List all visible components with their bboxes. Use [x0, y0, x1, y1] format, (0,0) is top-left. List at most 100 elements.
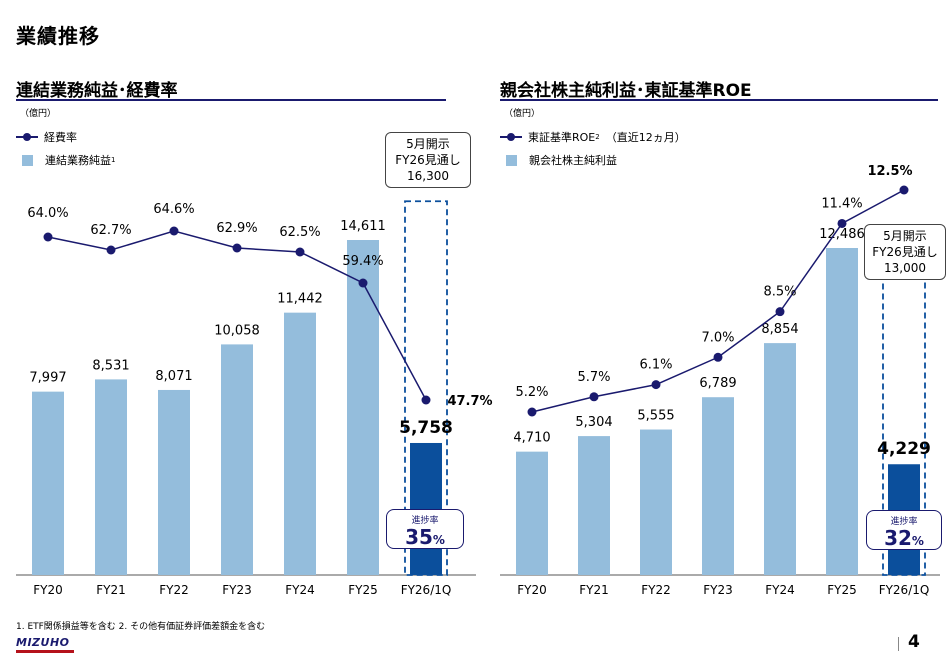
right-progress-label: 進捗率 — [890, 517, 918, 527]
right-bar-label-FY21: 5,304 — [575, 415, 612, 430]
left-bar-label-FY20: 7,997 — [29, 371, 66, 386]
right-line-point-FY24 — [775, 307, 785, 317]
right-line-point-FY26/1Q — [899, 185, 909, 195]
right-category-FY22: FY22 — [641, 583, 671, 597]
left-line-point-FY26/1Q — [421, 395, 431, 405]
right-bar-label-FY20: 4,710 — [513, 431, 550, 446]
right-forecast-callout: 5月開示 FY26見通し 13,000 — [864, 224, 946, 280]
right-callout-line-2: FY26見通し — [872, 245, 938, 259]
right-legend-line: 東証基準ROE 2 （直近12ヵ月） — [500, 129, 686, 145]
mizuho-logo: MIZUHO — [16, 636, 70, 649]
right-bar-label-FY22: 5,555 — [637, 409, 674, 424]
right-bar-label-FY25: 12,486 — [819, 227, 865, 242]
right-line-label-FY23: 7.0% — [701, 330, 734, 345]
left-unit-label: （億円） — [20, 109, 57, 119]
left-bar-FY24 — [284, 312, 316, 575]
left-legend-bar: 連結業務純益 1 — [16, 152, 115, 168]
left-line-point-FY25 — [358, 278, 368, 288]
right-category-FY24: FY24 — [765, 583, 795, 597]
left-bar-label-FY22: 8,071 — [155, 369, 192, 384]
left-line-label-FY24: 62.5% — [279, 225, 320, 240]
right-bar-FY25 — [826, 248, 858, 575]
right-progress-value: 32 — [884, 526, 912, 550]
page-number: 4 — [908, 632, 920, 652]
right-progress-pct: % — [911, 534, 924, 548]
left-line-point-FY24 — [295, 247, 305, 257]
right-progress-box: 進捗率 32% — [866, 510, 942, 550]
left-line-label-FY20: 64.0% — [27, 206, 68, 221]
right-bar-label-FY26/1Q: 4,229 — [877, 439, 931, 459]
right-line-label-FY21: 5.7% — [577, 370, 610, 385]
right-category-FY21: FY21 — [579, 583, 609, 597]
left-chart-title: 連結業務純益･経費率 — [16, 81, 178, 101]
right-bar-FY21 — [578, 436, 610, 575]
left-bar-FY21 — [95, 379, 127, 575]
right-line-label-FY20: 5.2% — [515, 385, 548, 400]
left-line-point-FY20 — [43, 232, 53, 242]
left-line-point-FY21 — [106, 245, 116, 255]
bar-swatch-icon — [22, 154, 33, 166]
left-category-FY20: FY20 — [33, 583, 63, 597]
left-line-label-FY23: 62.9% — [216, 221, 257, 236]
left-category-FY22: FY22 — [159, 583, 189, 597]
right-line-point-FY21 — [589, 392, 599, 402]
left-bar-FY23 — [221, 344, 253, 575]
left-title-rule — [16, 99, 446, 101]
left-bar-FY20 — [32, 391, 64, 575]
left-line-label-FY21: 62.7% — [90, 223, 131, 238]
left-bar-FY26/1Q — [410, 442, 442, 575]
left-callout-line-2: FY26見通し — [395, 153, 461, 167]
bar-swatch-icon — [506, 154, 517, 166]
left-line-point-FY23 — [232, 243, 242, 253]
line-marker-icon — [500, 132, 522, 142]
right-legend-line-label: 東証基準ROE — [528, 131, 596, 144]
line-marker-icon — [16, 132, 38, 142]
right-legend-line-note: （直近12ヵ月） — [605, 131, 686, 144]
right-title-rule — [500, 99, 938, 101]
right-bar-FY20 — [516, 451, 548, 575]
left-progress-box: 進捗率 35% — [386, 509, 464, 549]
left-bar-label-FY25: 14,611 — [340, 219, 386, 234]
logo-underline — [16, 650, 74, 653]
left-category-FY26/1Q: FY26/1Q — [401, 583, 452, 597]
left-bar-label-FY26/1Q: 5,758 — [399, 418, 453, 438]
left-category-FY23: FY23 — [222, 583, 252, 597]
page-number-separator — [898, 637, 899, 651]
left-callout-line-1: 5月開示 — [406, 137, 450, 151]
right-bar-label-FY24: 8,854 — [761, 322, 798, 337]
left-bar-FY25 — [347, 240, 379, 575]
right-legend-footnote-mark: 2 — [595, 133, 600, 141]
right-line-point-FY23 — [713, 352, 723, 362]
right-bar-label-FY23: 6,789 — [699, 376, 736, 391]
left-line-label-FY26/1Q: 47.7% — [447, 394, 492, 409]
left-line-label-FY22: 64.6% — [153, 202, 194, 217]
left-progress-pct: % — [432, 533, 445, 547]
right-bar-FY24 — [764, 343, 796, 575]
right-bar-FY22 — [640, 429, 672, 575]
right-line-label-FY24: 8.5% — [763, 285, 796, 300]
right-unit-label: （億円） — [504, 109, 541, 119]
left-progress-label: 進捗率 — [411, 516, 439, 526]
right-chart-title: 親会社株主純利益･東証基準ROE — [500, 81, 752, 101]
left-bar-FY22 — [158, 389, 190, 575]
page-title: 業績推移 — [16, 24, 100, 48]
left-category-FY21: FY21 — [96, 583, 126, 597]
left-legend-bar-label: 連結業務純益 — [45, 154, 111, 167]
left-bar-label-FY21: 8,531 — [92, 358, 129, 373]
left-line-label-FY25: 59.4% — [342, 254, 383, 269]
right-category-FY20: FY20 — [517, 583, 547, 597]
left-progress-value: 35 — [405, 525, 433, 549]
left-category-FY25: FY25 — [348, 583, 378, 597]
right-callout-line-3: 13,000 — [884, 261, 926, 275]
right-line-point-FY22 — [651, 380, 661, 390]
right-line-point-FY25 — [837, 218, 847, 228]
left-legend-line-label: 経費率 — [44, 131, 77, 144]
right-line-point-FY20 — [527, 407, 537, 417]
left-forecast-outline — [404, 200, 448, 576]
right-legend-bar: 親会社株主純利益 — [500, 152, 617, 168]
left-legend-line: 経費率 — [16, 129, 77, 145]
right-callout-line-1: 5月開示 — [883, 229, 927, 243]
right-legend-bar-label: 親会社株主純利益 — [529, 154, 617, 167]
left-callout-line-3: 16,300 — [407, 169, 449, 183]
